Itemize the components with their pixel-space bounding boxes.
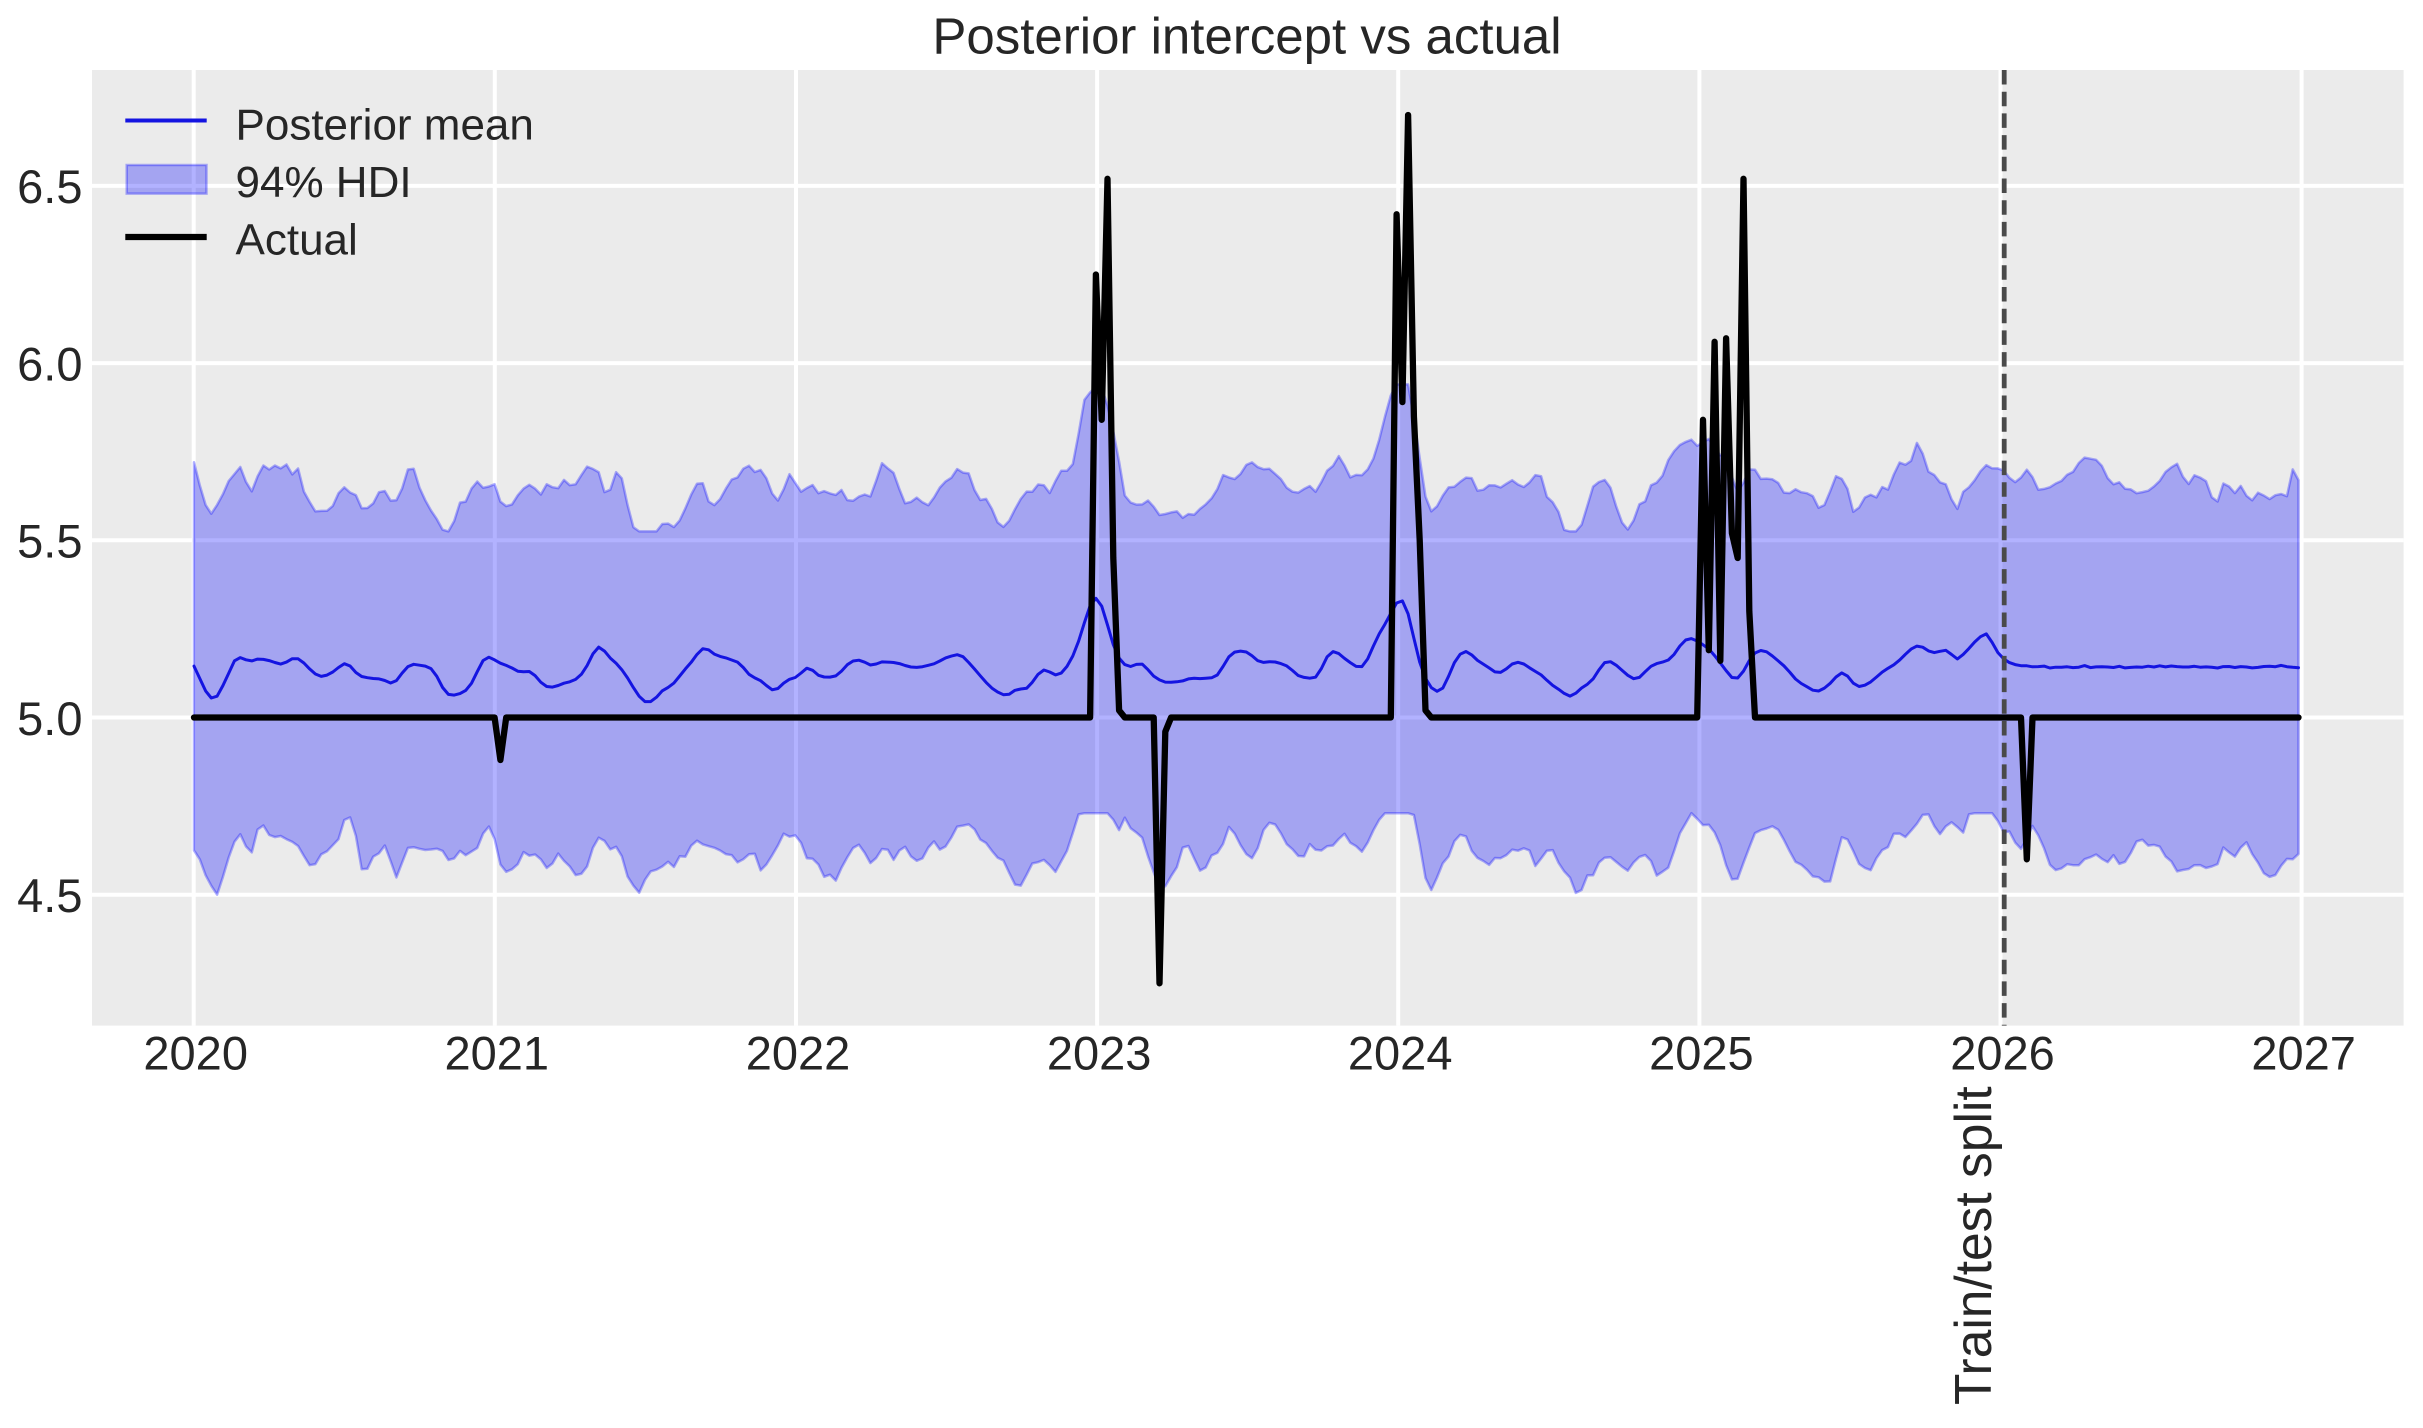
svg-text:6.5: 6.5: [17, 160, 82, 213]
svg-text:2021: 2021: [445, 1027, 550, 1080]
svg-text:Train/test split: Train/test split: [1944, 1086, 2002, 1405]
svg-text:2025: 2025: [1649, 1027, 1754, 1080]
svg-text:2020: 2020: [143, 1027, 248, 1080]
svg-text:5.0: 5.0: [17, 692, 82, 745]
svg-text:4.5: 4.5: [17, 869, 82, 922]
svg-text:2022: 2022: [746, 1027, 851, 1080]
svg-text:2027: 2027: [2251, 1027, 2356, 1080]
svg-text:Posterior mean: Posterior mean: [236, 101, 534, 150]
svg-text:Actual: Actual: [236, 216, 358, 265]
svg-text:2023: 2023: [1047, 1027, 1152, 1080]
svg-text:Posterior intercept vs actual: Posterior intercept vs actual: [932, 7, 1561, 64]
svg-text:94% HDI: 94% HDI: [236, 158, 412, 207]
svg-text:5.5: 5.5: [17, 515, 82, 568]
svg-text:2024: 2024: [1348, 1027, 1453, 1080]
svg-text:6.0: 6.0: [17, 337, 82, 390]
svg-text:2026: 2026: [1950, 1027, 2055, 1080]
